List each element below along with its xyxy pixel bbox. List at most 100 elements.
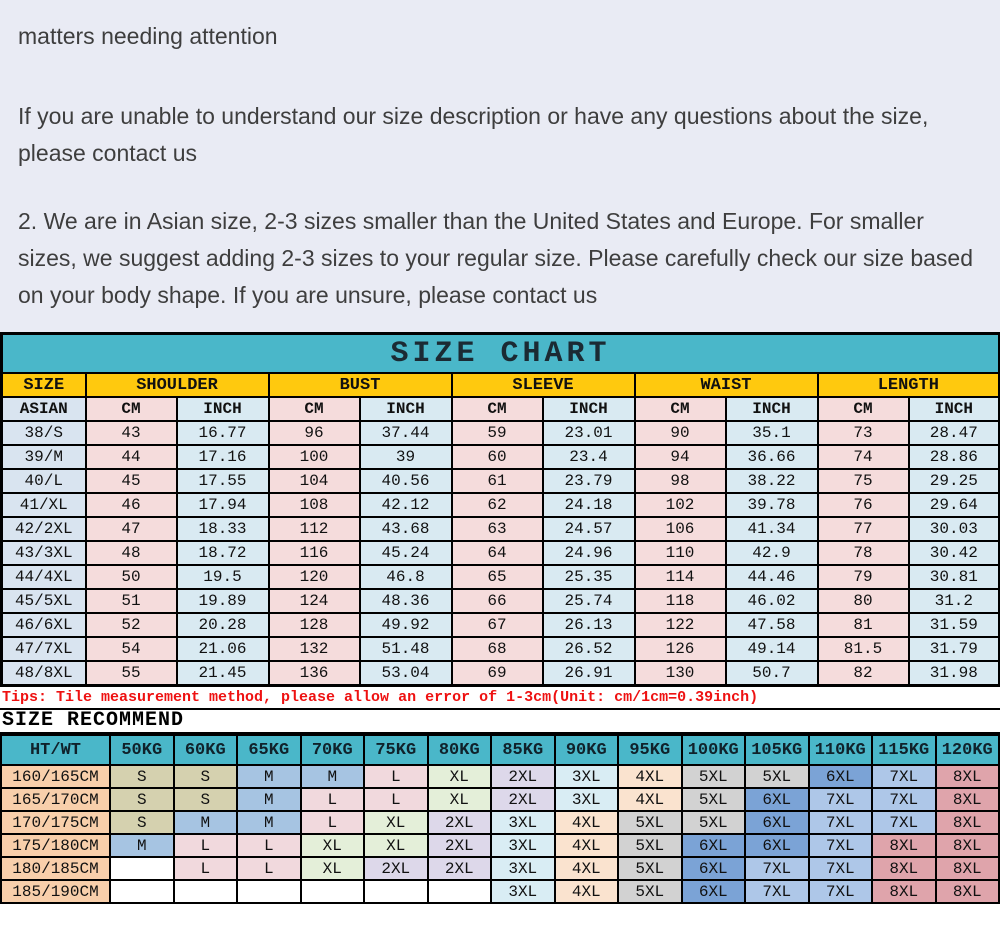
recommend-size-cell: XL <box>299 833 365 858</box>
weight-header-cell: 75KG <box>363 734 429 766</box>
recommend-table: HT/WT 50KG 60KG 65KG 70KG 75KG 80KG 85KG 90KG 95K… <box>0 734 1000 904</box>
height-range-cell: 185/190CM <box>0 879 111 904</box>
measurement-cell: 112 <box>267 516 361 542</box>
recommend-size-cell: 2XL <box>426 810 492 835</box>
size-chart-title: SIZE CHART <box>0 332 1000 374</box>
recommend-size-cell: 6XL <box>680 856 746 881</box>
measurement-cell: 77 <box>816 516 910 542</box>
measurement-cell: 19.89 <box>175 588 270 614</box>
measurement-cell: 82 <box>816 660 910 687</box>
subheader-cell: INCH <box>724 396 819 422</box>
recommend-size-cell: S <box>172 764 238 789</box>
size-chart-row: 41/XL 46 17.94 108 42.12 62 24.18 102 39.78 76 29.… <box>0 492 1000 518</box>
measurement-cell: 21.45 <box>175 660 270 687</box>
size-cell: 48/8XL <box>0 660 87 687</box>
size-cell: 39/M <box>0 444 87 470</box>
measurement-cell: 44 <box>84 444 178 470</box>
size-cell: 40/L <box>0 468 87 494</box>
recommend-size-cell: S <box>172 787 238 812</box>
recommend-size-cell: 4XL <box>553 833 619 858</box>
recommend-size-cell: M <box>109 833 175 858</box>
intro-heading: matters needing attention <box>18 23 278 49</box>
measurement-cell: 76 <box>816 492 910 518</box>
recommend-size-cell: 7XL <box>807 787 873 812</box>
measurement-cell: 61 <box>450 468 544 494</box>
recommend-size-cell: 3XL <box>490 879 556 904</box>
weight-header-cell: 90KG <box>553 734 619 766</box>
recommend-size-cell: 7XL <box>807 810 873 835</box>
recommend-size-cell: 4XL <box>553 856 619 881</box>
recommend-row: 175/180CM M L L XL XL 2XL 3XL 4XL 5XL 6XL 6XL 7XL 8XL… <box>0 833 1000 858</box>
measurement-cell: 17.55 <box>175 468 270 494</box>
measurement-cell: 128 <box>267 612 361 638</box>
recommend-size-cell: XL <box>363 833 429 858</box>
subheader-cell: INCH <box>175 396 270 422</box>
intro-section: matters needing attention If you are una… <box>0 0 1000 332</box>
measurement-cell: 68 <box>450 636 544 662</box>
recommend-size-cell: 7XL <box>807 856 873 881</box>
recommend-size-cell: 5XL <box>680 787 746 812</box>
group-header-cell: LENGTH <box>816 372 1000 398</box>
measurement-cell: 81.5 <box>816 636 910 662</box>
measurement-cell: 136 <box>267 660 361 687</box>
measurement-cell: 35.1 <box>724 420 819 446</box>
measurement-cell: 106 <box>633 516 727 542</box>
measurement-cell: 122 <box>633 612 727 638</box>
size-cell: 45/5XL <box>0 588 87 614</box>
measurement-cell: 46.8 <box>358 564 453 590</box>
size-chart-row: 38/S 43 16.77 96 37.44 59 23.01 90 35.1 73 28.47 <box>0 420 1000 446</box>
size-chart-row: 47/7XL 54 21.06 132 51.48 68 26.52 126 49.14 81.5… <box>0 636 1000 662</box>
measurement-cell: 46.02 <box>724 588 819 614</box>
measurement-cell: 23.01 <box>541 420 636 446</box>
recommend-size-cell: 6XL <box>744 833 810 858</box>
measurement-cell: 24.18 <box>541 492 636 518</box>
measurement-cell: 55 <box>84 660 178 687</box>
measurement-cell: 108 <box>267 492 361 518</box>
subheader-cell: CM <box>816 396 910 422</box>
size-cell: 44/4XL <box>0 564 87 590</box>
measurement-cell: 39.78 <box>724 492 819 518</box>
measurement-cell: 43.68 <box>358 516 453 542</box>
recommend-row: 165/170CM S S M L L XL 2XL 3XL 4XL 5XL 6XL 7XL 7XL 8XL <box>0 787 1000 812</box>
recommend-size-cell: 2XL <box>426 833 492 858</box>
measurement-cell: 98 <box>633 468 727 494</box>
recommend-size-cell: 3XL <box>490 833 556 858</box>
measurement-cell: 45 <box>84 468 178 494</box>
height-range-cell: 180/185CM <box>0 856 111 881</box>
weight-header-cell: 115KG <box>871 734 937 766</box>
recommend-size-cell: 5XL <box>617 833 683 858</box>
recommend-size-cell <box>172 879 238 904</box>
weight-header-cell: 85KG <box>490 734 556 766</box>
measurement-cell: 31.59 <box>907 612 1000 638</box>
measurement-cell: 126 <box>633 636 727 662</box>
measurement-cell: 104 <box>267 468 361 494</box>
recommend-size-cell: 2XL <box>363 856 429 881</box>
measurement-cell: 132 <box>267 636 361 662</box>
subheader-cell: ASIAN <box>0 396 87 422</box>
measurement-cell: 45.24 <box>358 540 453 566</box>
measurement-cell: 44.46 <box>724 564 819 590</box>
measurement-cell: 114 <box>633 564 727 590</box>
recommend-size-cell: M <box>236 810 302 835</box>
size-chart-row: 44/4XL 50 19.5 120 46.8 65 25.35 114 44.46 79 30.8… <box>0 564 1000 590</box>
recommend-size-cell: 3XL <box>490 856 556 881</box>
measurement-cell: 78 <box>816 540 910 566</box>
recommend-size-cell: 6XL <box>680 879 746 904</box>
measurement-cell: 67 <box>450 612 544 638</box>
size-chart-row: 40/L 45 17.55 104 40.56 61 23.79 98 38.22 75 29.25 <box>0 468 1000 494</box>
recommend-size-cell: 5XL <box>680 810 746 835</box>
measurement-cell: 29.25 <box>907 468 1000 494</box>
measurement-cell: 100 <box>267 444 361 470</box>
subheader-cell: CM <box>267 396 361 422</box>
measurement-cell: 64 <box>450 540 544 566</box>
weight-header-cell: 70KG <box>299 734 365 766</box>
weight-header-cell: 65KG <box>236 734 302 766</box>
measurement-cell: 50 <box>84 564 178 590</box>
recommend-size-cell: 8XL <box>934 787 1000 812</box>
measurement-cell: 24.57 <box>541 516 636 542</box>
measurement-cell: 26.91 <box>541 660 636 687</box>
recommend-heading: SIZE RECOMMEND <box>0 710 1000 734</box>
recommend-size-cell: 8XL <box>934 810 1000 835</box>
measurement-cell: 20.28 <box>175 612 270 638</box>
recommend-size-cell: 7XL <box>807 879 873 904</box>
